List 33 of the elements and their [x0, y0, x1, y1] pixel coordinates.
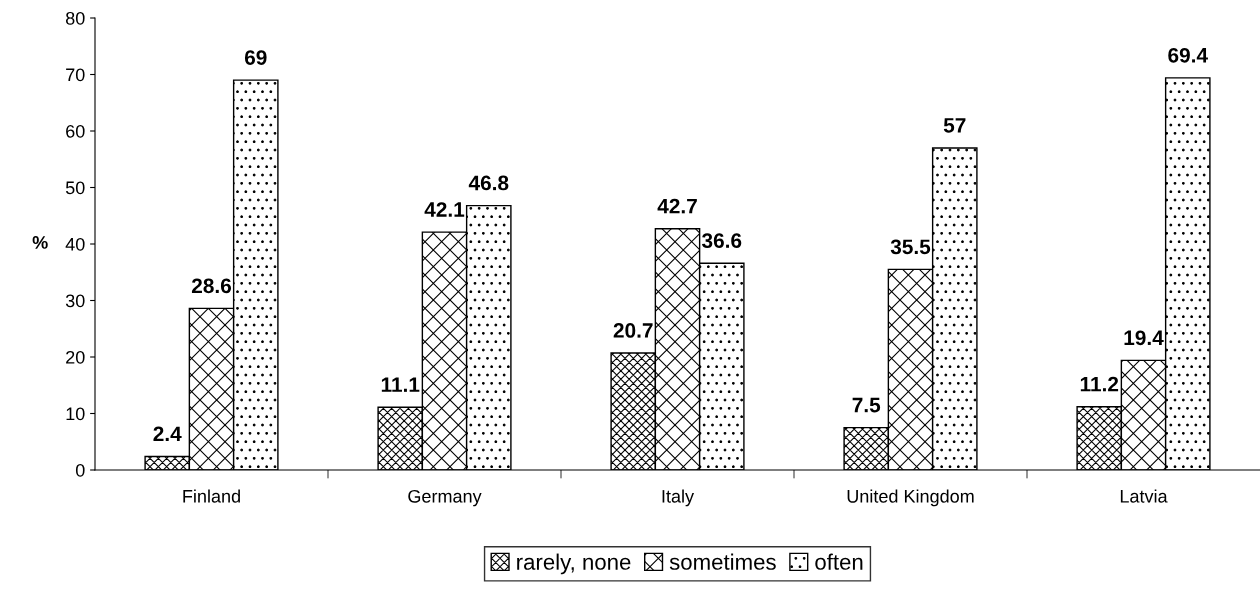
y-axis-title: % — [32, 236, 48, 249]
x-tick-label: Latvia — [1120, 489, 1168, 503]
y-tick-label: 10 — [66, 407, 85, 421]
data-label: 7.5 — [852, 397, 881, 413]
data-label: 69.4 — [1168, 47, 1208, 63]
y-tick-label: 60 — [66, 124, 85, 138]
legend-label: rarely, none — [517, 553, 631, 575]
data-label: 42.1 — [424, 202, 465, 217]
data-label: 35.5 — [890, 239, 931, 255]
data-label: 11.2 — [1080, 376, 1119, 392]
data-label: 69 — [244, 50, 267, 65]
data-label: 36.6 — [701, 233, 742, 249]
data-label: 2.4 — [153, 426, 182, 442]
x-tick-label: Germany — [408, 489, 482, 507]
data-label: 11.1 — [381, 377, 420, 392]
data-label: 46.8 — [468, 175, 509, 191]
legend-label: sometimes — [669, 553, 776, 570]
y-tick-label: 20 — [66, 350, 85, 364]
y-tick-label: 0 — [75, 463, 85, 477]
x-tick-label: United Kingdom — [847, 489, 974, 507]
data-label: 57 — [943, 118, 966, 133]
data-label: 42.7 — [657, 198, 697, 214]
legend-label: often — [815, 553, 863, 570]
x-tick-label: Italy — [662, 489, 695, 507]
y-tick-label: 70 — [66, 68, 85, 82]
x-tick-label: Finland — [183, 489, 240, 503]
y-tick-label: 30 — [65, 294, 85, 308]
data-label: 28.6 — [191, 278, 232, 294]
data-label: 19.4 — [1124, 330, 1164, 346]
data-label: 20.7 — [613, 323, 653, 338]
y-tick-label: 50 — [65, 181, 85, 195]
y-tick-label: 40 — [65, 237, 85, 251]
y-tick-label: 80 — [65, 11, 85, 25]
